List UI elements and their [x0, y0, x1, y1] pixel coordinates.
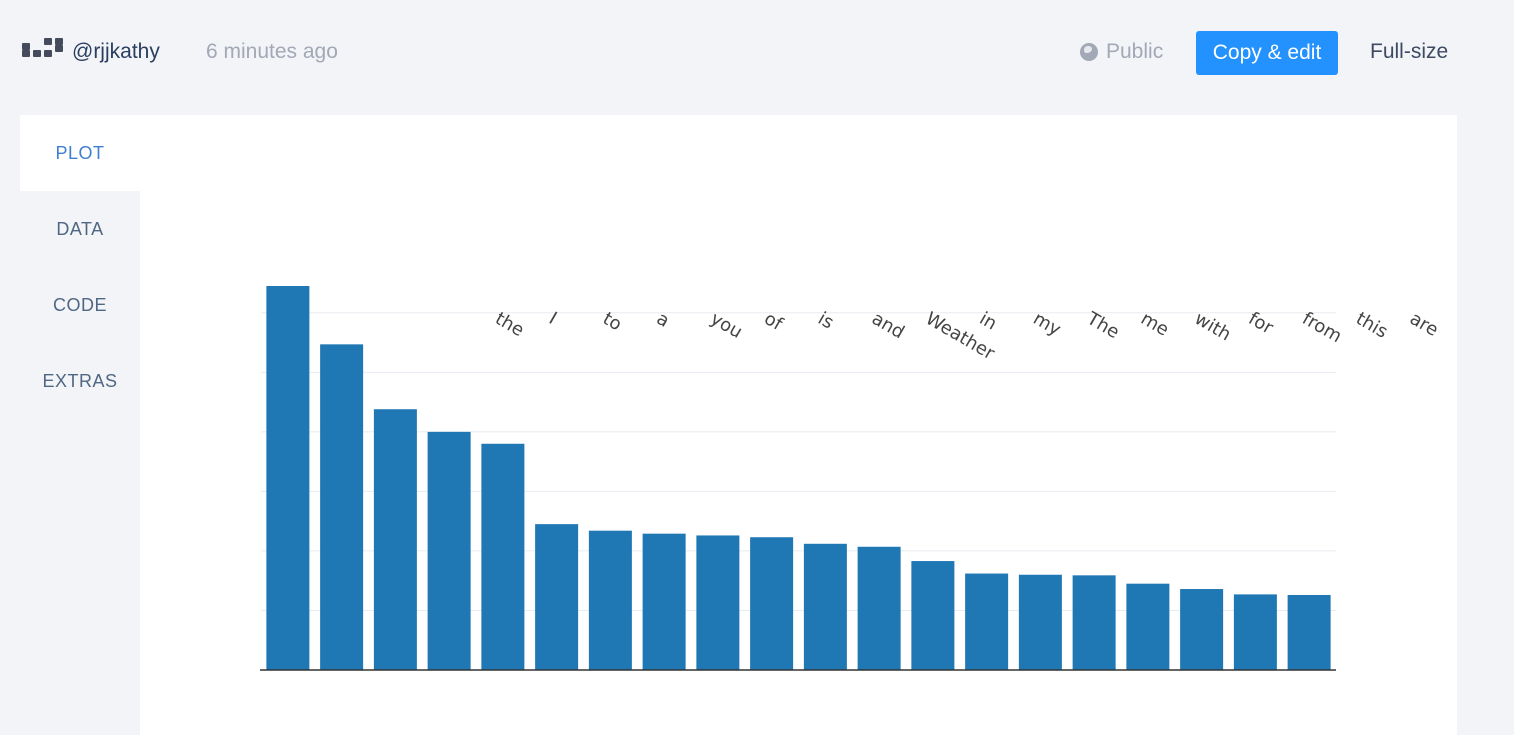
bar-15[interactable] — [1018, 574, 1062, 670]
bar-4[interactable] — [427, 431, 471, 670]
bar-19[interactable] — [1233, 594, 1277, 670]
view-tabs: PLOT DATA CODE EXTRAS — [20, 115, 140, 419]
bar-7[interactable] — [588, 530, 632, 670]
tick-label-4: a — [653, 308, 673, 332]
bar-10[interactable] — [750, 537, 794, 670]
top-bar: @rjjkathy 6 minutes ago Public Copy & ed… — [0, 0, 1514, 105]
bar-3[interactable] — [373, 409, 417, 670]
tick-label-5: you — [707, 308, 746, 343]
full-size-link[interactable]: Full-size — [1370, 40, 1449, 63]
tab-extras[interactable]: EXTRAS — [42, 370, 118, 391]
chart-bars — [266, 286, 1331, 670]
tick-label-7: is — [814, 308, 837, 333]
timestamp: 6 minutes ago — [206, 40, 338, 63]
bar-6[interactable] — [535, 524, 579, 670]
tick-label-18: are — [1406, 308, 1442, 341]
tab-code[interactable]: CODE — [52, 294, 107, 315]
tick-label-14: with — [1191, 308, 1235, 345]
bar-17[interactable] — [1126, 583, 1170, 670]
tick-label-2: I — [545, 308, 560, 329]
bar-12[interactable] — [857, 546, 901, 670]
visibility-label: Public — [1106, 40, 1164, 63]
bar-2[interactable] — [320, 344, 364, 670]
bar-11[interactable] — [803, 543, 847, 670]
username-link[interactable]: @rjjkathy — [72, 40, 160, 63]
tick-label-8: and — [868, 308, 908, 343]
tick-label-16: from — [1299, 308, 1346, 347]
tick-label-3: to — [599, 308, 625, 335]
plotly-logo-icon[interactable] — [22, 38, 64, 58]
tab-data[interactable]: DATA — [56, 218, 104, 239]
chart-gridlines — [261, 312, 1336, 611]
tick-label-10: in — [976, 308, 1001, 334]
tab-plot[interactable]: PLOT — [20, 115, 140, 191]
bar-16[interactable] — [1072, 575, 1116, 670]
copy-edit-button[interactable]: Copy & edit — [1196, 31, 1338, 75]
tick-label-17: this — [1352, 308, 1391, 343]
visibility-status: Public — [1080, 40, 1163, 64]
bar-8[interactable] — [642, 533, 686, 670]
bar-20[interactable] — [1287, 594, 1331, 670]
bar-18[interactable] — [1180, 589, 1224, 670]
tick-label-6: of — [761, 308, 787, 335]
bar-1[interactable] — [266, 286, 310, 670]
bar-14[interactable] — [965, 573, 1009, 670]
bar-9[interactable] — [696, 535, 740, 670]
bar-13[interactable] — [911, 561, 955, 670]
globe-icon — [1080, 43, 1098, 61]
bar-5[interactable] — [481, 443, 525, 670]
